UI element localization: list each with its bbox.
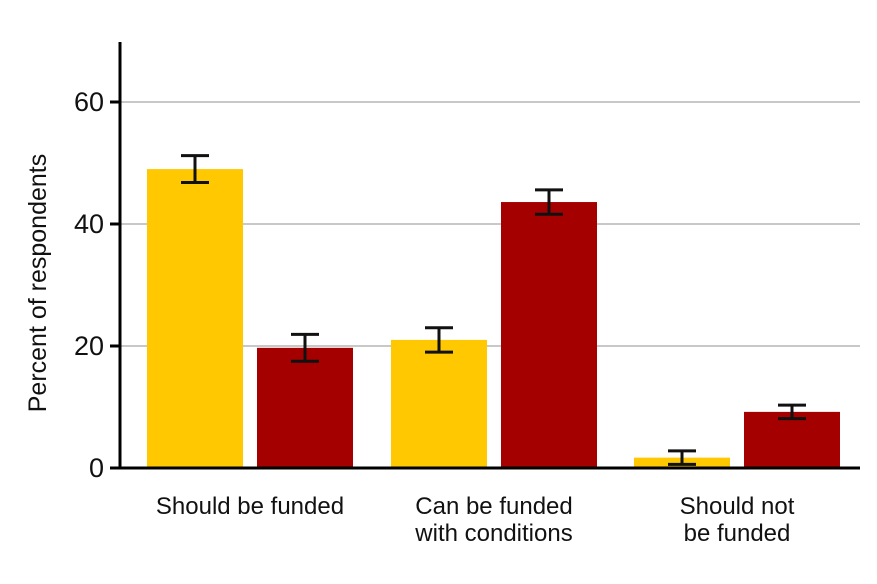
gridlines <box>120 101 860 347</box>
y-tick-label-40: 40 <box>74 209 104 239</box>
y-tick-labels: 0 20 40 60 <box>74 87 120 483</box>
error-bar-1-2 <box>425 326 453 354</box>
x-category-label-3: Should not be funded <box>680 493 795 547</box>
x-category-label-1: Should be funded <box>156 493 344 520</box>
error-bar-2-1 <box>291 332 319 363</box>
error-bar-2-3 <box>778 403 806 421</box>
bar-2-2 <box>501 202 597 469</box>
axes <box>118 42 860 470</box>
bar-2-3 <box>744 411 840 468</box>
y-tick-label-0: 0 <box>89 453 104 483</box>
y-axis-title: Percent of respondents <box>24 154 52 413</box>
error-bars <box>181 154 806 466</box>
x-category-labels: Should be funded Can be funded with condit… <box>156 493 795 547</box>
x-category-label-2: Can be funded with conditions <box>414 493 572 547</box>
bar-1-2 <box>391 339 487 468</box>
error-bar-1-3 <box>668 449 696 466</box>
y-tick-label-20: 20 <box>74 331 104 361</box>
bar-1-1 <box>147 169 243 468</box>
error-bar-2-2 <box>535 188 563 216</box>
error-bar-1-1 <box>181 154 209 185</box>
bars <box>147 169 840 469</box>
y-tick-label-60: 60 <box>74 87 104 117</box>
bar-2-1 <box>257 347 353 468</box>
